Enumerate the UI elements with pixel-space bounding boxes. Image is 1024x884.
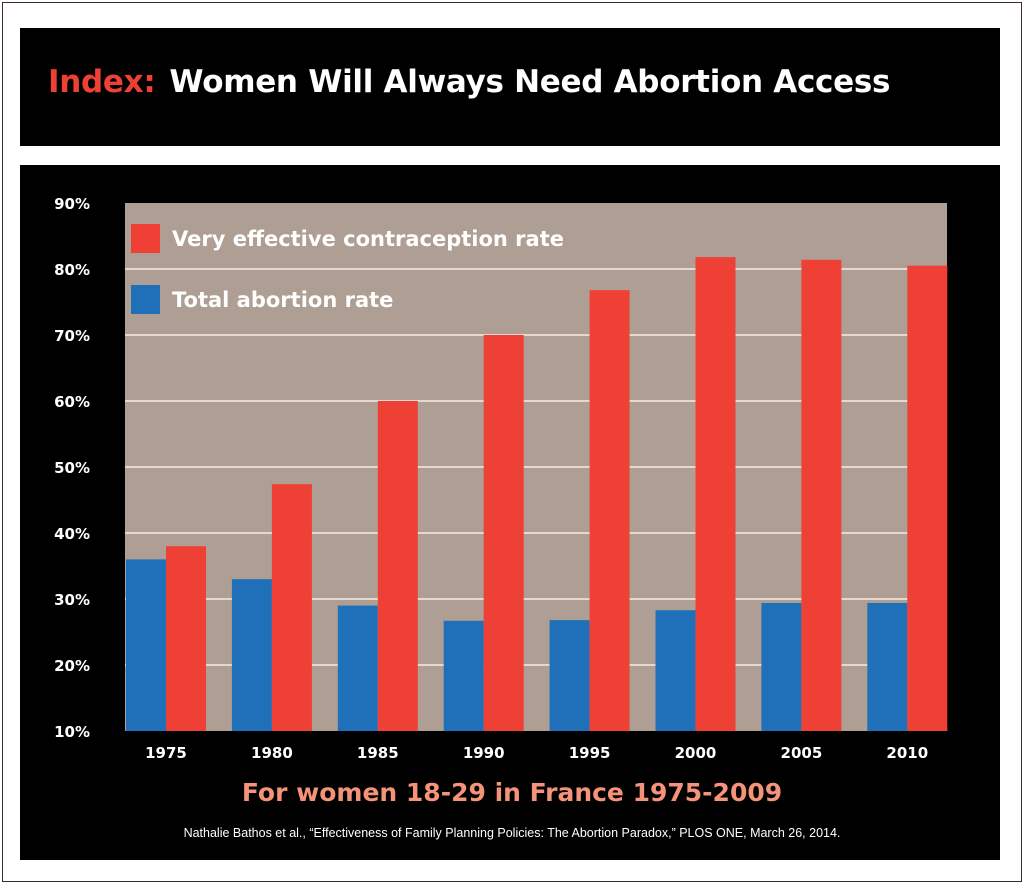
x-tick-label: 2005 <box>781 744 823 762</box>
bar-contraception <box>166 546 206 731</box>
title-prefix: Index: <box>48 64 156 100</box>
bar-abortion <box>126 559 166 731</box>
bar-abortion <box>549 620 590 731</box>
legend-label: Very effective contraception rate <box>172 227 564 251</box>
source-citation: Nathalie Bathos et al., “Effectiveness o… <box>183 826 841 840</box>
bar-abortion <box>337 605 378 731</box>
bar-contraception <box>695 257 736 731</box>
y-tick-label: 70% <box>54 327 90 345</box>
x-tick-label: 2000 <box>675 744 717 762</box>
bar-contraception <box>377 401 418 731</box>
y-tick-label: 60% <box>54 393 90 411</box>
x-tick-label: 2010 <box>886 744 928 762</box>
y-tick-label: 10% <box>54 723 90 741</box>
page-title: Index: Women Will Always Need Abortion Ac… <box>48 64 890 100</box>
x-tick-label: 1995 <box>569 744 611 762</box>
legend-swatch <box>131 285 160 314</box>
bar-contraception <box>907 265 948 731</box>
y-tick-label: 80% <box>54 261 90 279</box>
bar-contraception <box>483 335 524 731</box>
bar-abortion <box>867 602 908 731</box>
y-tick-label: 40% <box>54 525 90 543</box>
bar-abortion <box>443 620 484 731</box>
bar-contraception <box>589 290 630 731</box>
legend-label: Total abortion rate <box>172 288 393 312</box>
title-banner: Index: Women Will Always Need Abortion Ac… <box>20 28 1000 146</box>
x-tick-label: 1975 <box>145 744 187 762</box>
y-tick-label: 30% <box>54 591 90 609</box>
title-main: Women Will Always Need Abortion Access <box>169 64 891 100</box>
bar-contraception <box>801 259 842 731</box>
y-tick-label: 20% <box>54 657 90 675</box>
y-tick-label: 90% <box>54 195 90 213</box>
y-tick-label: 50% <box>54 459 90 477</box>
x-tick-label: 1980 <box>251 744 293 762</box>
x-tick-label: 1985 <box>357 744 399 762</box>
x-tick-label: 1990 <box>463 744 505 762</box>
bar-abortion <box>231 579 272 731</box>
bar-abortion <box>655 610 696 731</box>
chart-subtitle: For women 18-29 in France 1975-2009 <box>241 778 783 807</box>
bar-contraception <box>271 484 312 731</box>
bar-abortion <box>761 602 802 731</box>
legend-swatch <box>131 224 160 253</box>
